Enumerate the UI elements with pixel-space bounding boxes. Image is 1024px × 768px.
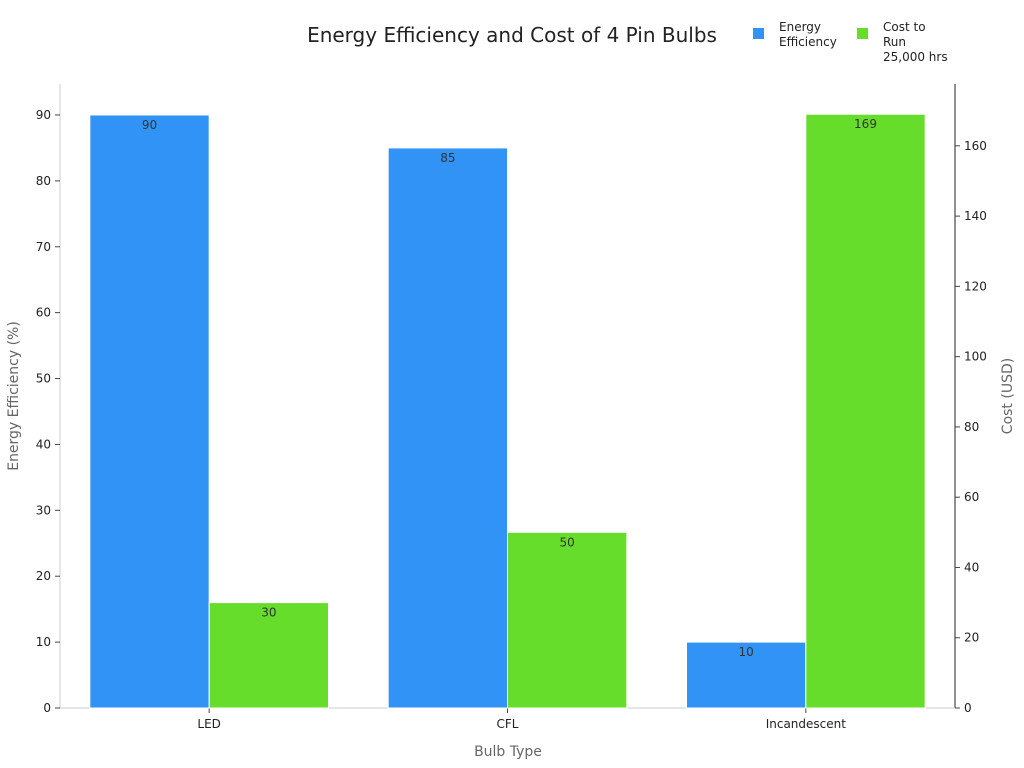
y2-tick-label: 120 [964, 279, 987, 293]
legend-label: Energy [779, 20, 821, 34]
y-tick-label: 90 [36, 108, 51, 122]
y-tick-label: 70 [36, 240, 51, 254]
data-label: 50 [560, 535, 575, 549]
bar-efficiency [686, 641, 807, 709]
y-tick-label: 20 [36, 569, 51, 583]
y-tick-label: 10 [36, 635, 51, 649]
chart-title: Energy Efficiency and Cost of 4 Pin Bulb… [307, 23, 717, 47]
y-tick-label: 50 [36, 372, 51, 386]
x-tick-label: LED [197, 717, 221, 731]
y2-tick-label: 40 [964, 560, 979, 574]
data-label: 169 [854, 117, 877, 131]
y2-tick-label: 20 [964, 631, 979, 645]
y-tick-label: 40 [36, 437, 51, 451]
data-label: 10 [739, 645, 754, 659]
x-tick-label: CFL [497, 717, 519, 731]
legend-label: Run [883, 35, 906, 49]
y-tick-label: 0 [43, 701, 51, 715]
bar-efficiency [387, 147, 508, 709]
bar-cost [805, 113, 926, 709]
x-axis-label: Bulb Type [474, 744, 542, 760]
data-label: 30 [261, 606, 276, 620]
y-tick-label: 30 [36, 503, 51, 517]
bar-efficiency [89, 114, 210, 709]
y2-tick-label: 140 [964, 209, 987, 223]
y-tick-label: 60 [36, 306, 51, 320]
y2-axis-label: Cost (USD) [1000, 358, 1016, 434]
legend-label: Efficiency [779, 35, 837, 49]
y-tick-label: 80 [36, 174, 51, 188]
data-label: 85 [440, 151, 455, 165]
legend-label: 25,000 hrs [883, 50, 948, 64]
bar-cost [208, 602, 330, 709]
legend-label: Cost to [883, 20, 926, 34]
y-axis-label: Energy Efficiency (%) [6, 321, 22, 471]
y2-tick-label: 60 [964, 490, 979, 504]
legend-swatch [753, 28, 764, 39]
y2-tick-label: 100 [964, 350, 987, 364]
legend-swatch [857, 28, 868, 39]
data-label: 90 [142, 118, 157, 132]
y2-tick-label: 0 [964, 701, 972, 715]
y2-tick-label: 160 [964, 139, 987, 153]
bar-cost [507, 531, 628, 709]
y2-tick-label: 80 [964, 420, 979, 434]
x-tick-label: Incandescent [766, 717, 847, 731]
